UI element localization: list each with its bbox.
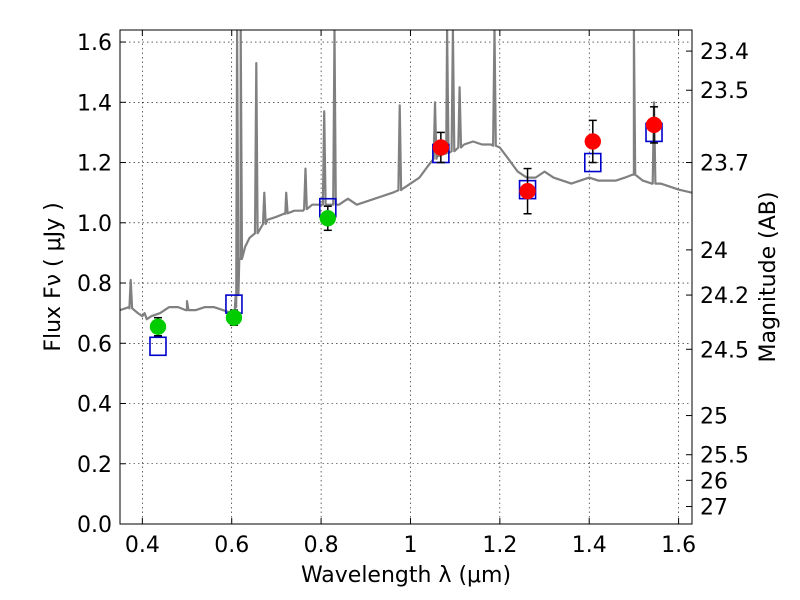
observed-point (225, 309, 243, 326)
mag-tick-label: 26 (700, 469, 728, 494)
mag-tick-label: 25.5 (700, 444, 749, 469)
observed-point (584, 133, 602, 150)
mag-tick-label: 27 (700, 496, 728, 521)
model-square (149, 336, 167, 357)
observed-point (519, 182, 536, 200)
x-tick-label: 1.2 (482, 533, 517, 558)
y2-axis-label: Magnitude (AB) (756, 192, 781, 363)
y-tick-label: 0.8 (77, 272, 112, 297)
x-tick-label: 0.4 (125, 533, 160, 558)
y-tick-label: 1.4 (77, 91, 112, 116)
mag-tick-label: 24.2 (700, 284, 749, 309)
mag-tick-label: 24.5 (700, 338, 749, 363)
observed-point (432, 139, 450, 156)
x-tick-label: 1.4 (572, 533, 607, 558)
x-tick-label: 1.6 (661, 533, 696, 558)
axes-layer: 0.4 0.6 0.8 1 1.2 1.4 1.6 0.0 0.2 0.4 0.6 0.8 1.0 1.2… (77, 30, 749, 558)
mag-tick-label: 25 (700, 405, 728, 430)
mag-tick-label: 23.7 (700, 152, 749, 177)
mag-tick-label: 23.5 (700, 79, 749, 104)
x-tick-label: 1 (403, 533, 417, 558)
y-tick-label: 0.4 (77, 393, 112, 418)
observed-point (645, 116, 663, 134)
plot-frame (119, 29, 693, 525)
y-tick-label: 0.0 (77, 513, 112, 538)
y-axis-label: Flux Fν ( μJy ) (41, 202, 66, 351)
mag-tick-label: 24 (700, 239, 728, 264)
y-tick-label: 0.6 (77, 332, 112, 357)
y-tick-label: 0.2 (77, 453, 112, 478)
y-tick-label: 1.0 (77, 212, 112, 237)
x-axis-label: Wavelength λ (μm) (301, 563, 511, 588)
plot-area (120, 30, 692, 357)
observed-point (319, 210, 337, 227)
mag-tick-label: 23.4 (700, 40, 749, 65)
x-tick-label: 0.6 (214, 533, 249, 558)
x-tick-label: 0.8 (304, 533, 339, 558)
y-tick-label: 1.6 (77, 31, 112, 56)
y-tick-label: 1.2 (77, 152, 112, 177)
observed-point (149, 318, 167, 335)
